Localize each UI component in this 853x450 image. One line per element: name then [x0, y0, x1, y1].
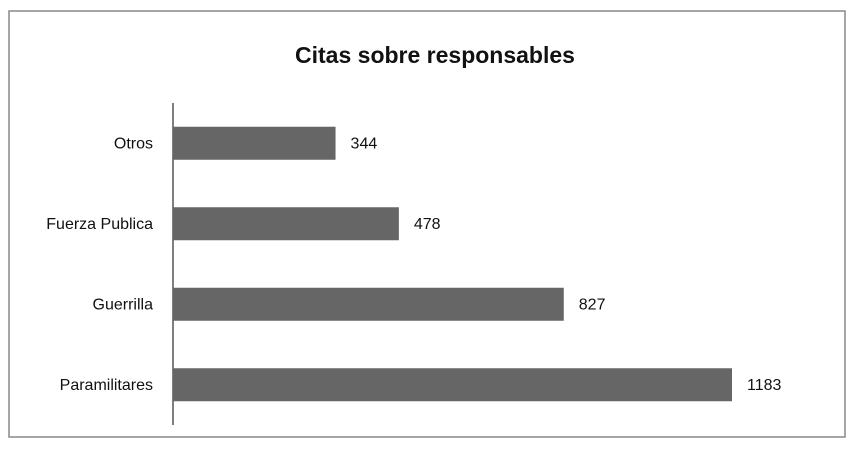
data-label: 827 — [579, 296, 606, 313]
bar — [173, 287, 564, 321]
bar — [173, 126, 336, 160]
bar — [173, 368, 732, 402]
data-label: 1183 — [747, 377, 782, 394]
y-tick-label: Otros — [114, 135, 153, 152]
y-tick-label: Paramilitares — [60, 377, 153, 394]
y-tick-label: Fuerza Publica — [46, 216, 153, 233]
data-label: 478 — [414, 216, 441, 233]
bar — [173, 207, 399, 241]
chart-title: Citas sobre responsables — [295, 42, 575, 68]
data-label: 344 — [351, 135, 378, 152]
y-tick-label: Guerrilla — [93, 296, 154, 313]
chart-frame — [8, 10, 846, 438]
